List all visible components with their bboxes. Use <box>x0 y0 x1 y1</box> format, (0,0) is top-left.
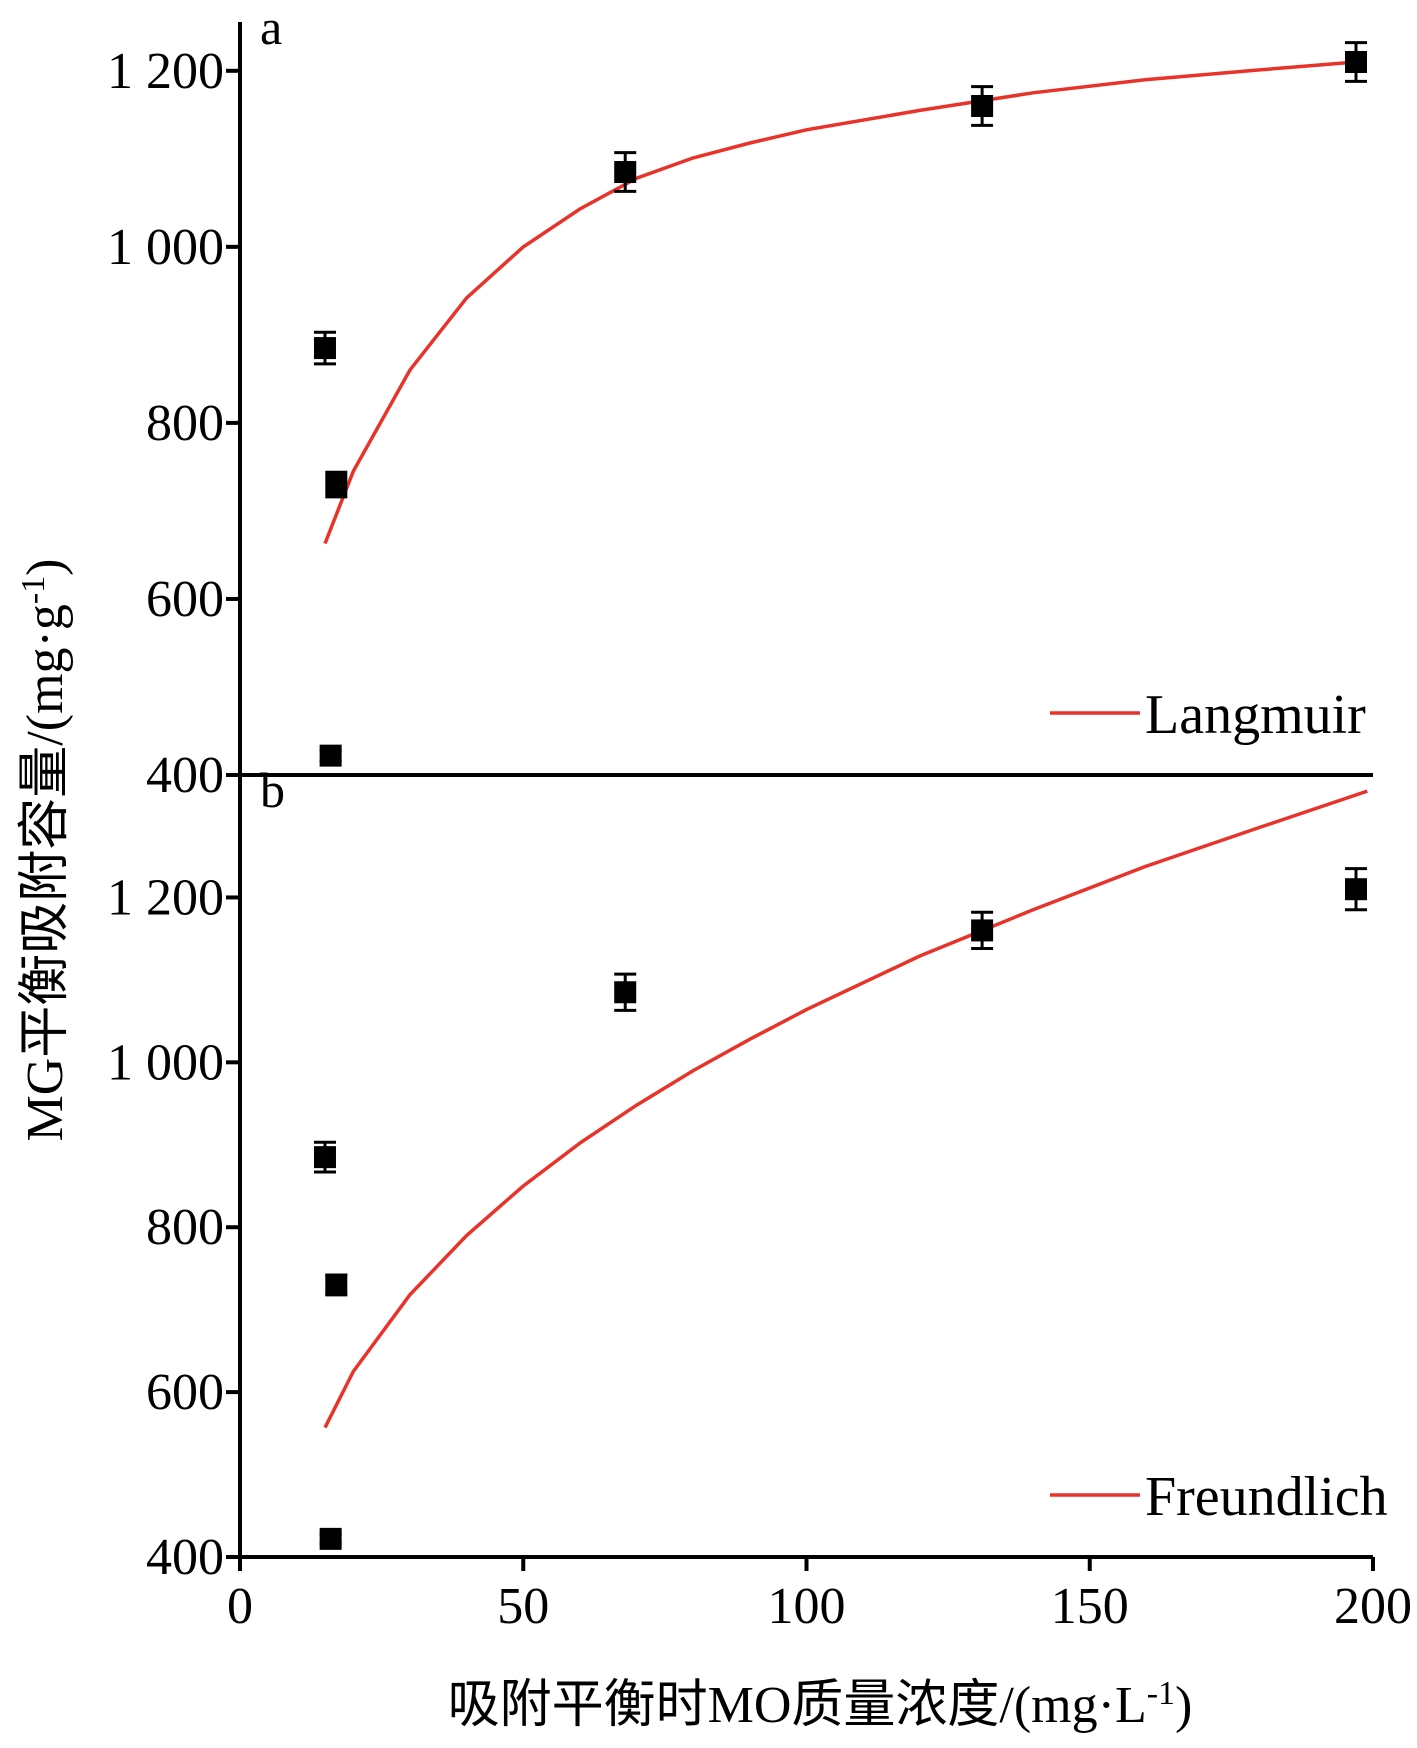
x-axis-title-end: ) <box>1175 1677 1192 1734</box>
panel-a-legend-label: Langmuir <box>1145 684 1366 746</box>
panel-b-fit-line <box>323 789 1368 1429</box>
panel-b-y-tick-label: 800 <box>146 1199 224 1256</box>
x-tick-label: 150 <box>1051 1578 1129 1635</box>
panel-b-legend-label: Freundlich <box>1145 1466 1388 1528</box>
x-axis-title-superscript: -1 <box>1147 1675 1175 1712</box>
x-tick-label: 100 <box>768 1578 846 1635</box>
y-axis-title: MG平衡吸附容量/(mg·g-1) <box>15 559 74 1142</box>
y-axis-title-superscript: -1 <box>15 576 52 604</box>
panel-b-y-tick-label: 1 000 <box>107 1034 224 1091</box>
panel-b-y-tick-label: 400 <box>146 1529 224 1586</box>
panel-b-data-point <box>1345 878 1368 901</box>
panel-a-y-tick-label: 1 000 <box>107 219 224 276</box>
x-tick-label: 0 <box>227 1578 253 1635</box>
x-tick-label: 50 <box>497 1578 549 1635</box>
panel-a: 400 600 800 1 000 1 200 a Langmuir <box>107 0 1368 804</box>
chart-panels: 400 600 800 1 000 1 200 a Langmuir 400 600 800 1 0… <box>107 0 1388 1586</box>
panel-a-data-point <box>1345 51 1368 73</box>
panel-b-y-tick-label: 1 200 <box>107 869 224 926</box>
panel-b-data-point <box>313 1146 336 1169</box>
y-axis-title-main: MG平衡吸附容量/(mg·g <box>17 604 74 1141</box>
panel-b-data-point <box>614 981 637 1004</box>
panel-a-fit-line <box>323 60 1357 545</box>
panel-a-data-point <box>319 744 342 767</box>
panel-a-label: a <box>260 0 282 55</box>
panel-a-data-point <box>614 161 637 184</box>
panel-a-data-point <box>325 473 348 496</box>
x-axis-title-main: 吸附平衡时MO质量浓度/(mg·L <box>448 1677 1147 1734</box>
panel-b-label: b <box>260 762 285 818</box>
x-axis: 0 50 100 150 200 <box>227 1555 1412 1635</box>
panel-b-y-tick-label: 600 <box>146 1364 224 1421</box>
x-tick-label: 200 <box>1334 1578 1412 1635</box>
panel-b-data-point <box>325 1273 348 1296</box>
panel-a-y-tick-label: 1 200 <box>107 43 224 100</box>
panel-b: 400 600 800 1 000 1 200 b Freundlich <box>107 762 1388 1586</box>
panel-a-y-tick-label: 400 <box>146 747 224 804</box>
panel-b-data-point <box>971 919 994 942</box>
panel-a-y-tick-label: 800 <box>146 395 224 452</box>
y-axis-title-end: ) <box>17 559 74 576</box>
panel-a-data-point <box>313 337 336 360</box>
x-axis-title: 吸附平衡时MO质量浓度/(mg·L-1) <box>448 1675 1193 1734</box>
panel-a-data-point <box>971 95 994 118</box>
panel-b-data-point <box>319 1527 342 1550</box>
panel-a-y-tick-label: 600 <box>146 571 224 628</box>
